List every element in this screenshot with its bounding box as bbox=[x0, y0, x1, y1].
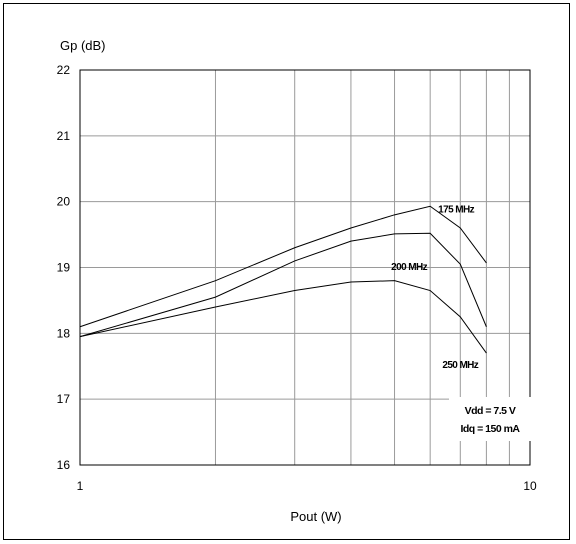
series-lines: 175 MHz 200 MHz 250 MHz bbox=[79, 204, 487, 371]
condition-vdd: Vdd = 7.5 V bbox=[465, 405, 516, 417]
series-label: 250 MHz bbox=[442, 360, 478, 371]
series-line-175-mhz bbox=[79, 205, 487, 328]
y-tick-label: 20 bbox=[57, 195, 71, 209]
plot-border bbox=[79, 69, 531, 466]
series-label: 175 MHz bbox=[438, 204, 474, 215]
x-tick-label: 10 bbox=[523, 479, 537, 493]
tick-labels: 16 17 18 19 20 21 22 1 10 bbox=[57, 63, 537, 493]
condition-idq: Idq = 150 mA bbox=[460, 423, 520, 435]
y-tick-label: 16 bbox=[57, 458, 71, 472]
chart-frame bbox=[3, 3, 570, 540]
y-axis-label: Gp (dB) bbox=[60, 38, 106, 53]
conditions-box bbox=[449, 397, 531, 441]
y-tick-label: 18 bbox=[57, 326, 71, 340]
series-label: 200 MHz bbox=[391, 262, 427, 273]
y-tick-label: 21 bbox=[57, 129, 71, 143]
x-axis-label: Pout (W) bbox=[290, 509, 341, 524]
y-tick-label: 19 bbox=[57, 261, 71, 275]
x-tick-label: 1 bbox=[77, 479, 84, 493]
series-line-200-mhz bbox=[79, 232, 487, 338]
y-tick-label: 17 bbox=[57, 392, 71, 406]
y-tick-label: 22 bbox=[57, 63, 71, 77]
series-line-250-mhz bbox=[79, 280, 487, 354]
